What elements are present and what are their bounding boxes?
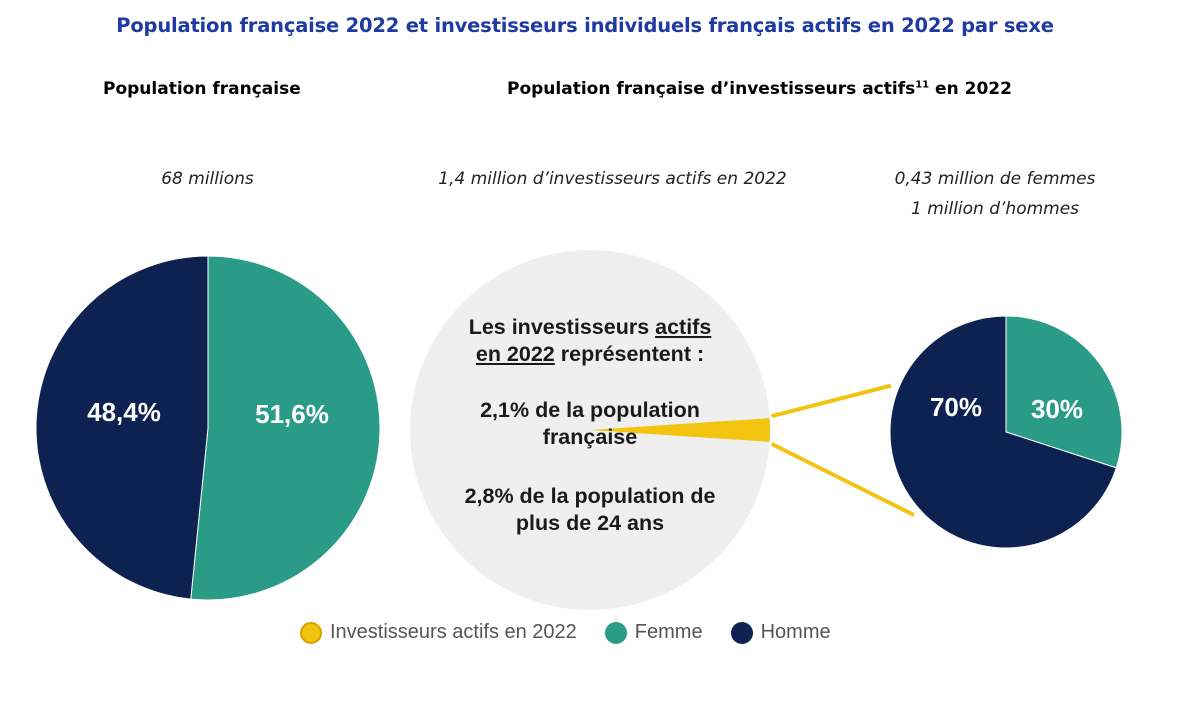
slice-homme — [889, 315, 1117, 549]
investor-share-pie — [590, 418, 770, 442]
connector-lines — [770, 383, 915, 517]
legend-label-homme: Homme — [760, 621, 831, 643]
stat2-line1: 2,8% de la population de — [464, 484, 716, 508]
slice-femme — [190, 255, 381, 601]
left-heading: Population française — [103, 79, 301, 99]
intro-line1: Les investisseurs actifs — [468, 315, 712, 339]
center-text-intro: Les investisseurs actifs en 2022 représe… — [420, 314, 760, 368]
legend-item-homme: Homme — [730, 621, 831, 644]
label-femme-left: 51,6% — [255, 399, 329, 429]
legend-swatch-femme — [604, 621, 627, 644]
label-femme-right: 30% — [1031, 394, 1083, 424]
center-stat1: 2,1% de la population française — [420, 397, 760, 451]
left-note: 68 millions — [161, 169, 254, 189]
legend-swatch-homme — [730, 621, 753, 644]
legend-swatch-investisseurs — [300, 621, 322, 644]
label-homme-right: 70% — [930, 392, 982, 422]
right-note-line2: 1 million d’hommes — [910, 199, 1080, 219]
stat1-line2: française — [542, 425, 638, 449]
legend-label-investisseurs: Investisseurs actifs en 2022 — [330, 621, 577, 643]
slice-homme — [35, 255, 209, 600]
stat1-line1: 2,1% de la population — [480, 398, 700, 422]
stat2-line2: plus de 24 ans — [515, 511, 665, 535]
connector-top — [771, 383, 892, 419]
intro-line2: en 2022 représentent : — [475, 342, 705, 366]
legend-item-femme: Femme — [604, 621, 703, 644]
chart-title: Population française 2022 et investisseu… — [116, 14, 1054, 37]
center-note: 1,4 million d’investisseurs actifs en 20… — [438, 169, 787, 189]
data-labels: 51,6% 48,4% 30% 70% — [87, 392, 1083, 429]
connector-bottom — [770, 442, 915, 517]
slice-investisseurs — [590, 418, 770, 442]
legend-label-femme: Femme — [634, 621, 703, 643]
left-pie — [35, 255, 381, 601]
right-heading: Population française d’investisseurs act… — [507, 79, 1012, 99]
center-stat2: 2,8% de la population de plus de 24 ans — [420, 483, 760, 537]
right-heading-tail: en 2022 — [929, 79, 1012, 99]
legend: Investisseurs actifs en 2022 Femme Homme — [300, 621, 859, 644]
slice-femme — [1005, 315, 1123, 469]
label-homme-left: 48,4% — [87, 397, 161, 427]
right-pie — [889, 315, 1123, 549]
legend-item-investisseurs: Investisseurs actifs en 2022 — [300, 621, 577, 644]
right-note-line1: 0,43 million de femmes — [894, 169, 1096, 189]
right-heading-main: Population française d’investisseurs act… — [507, 79, 916, 99]
footnote-ref: 11 — [915, 79, 930, 91]
